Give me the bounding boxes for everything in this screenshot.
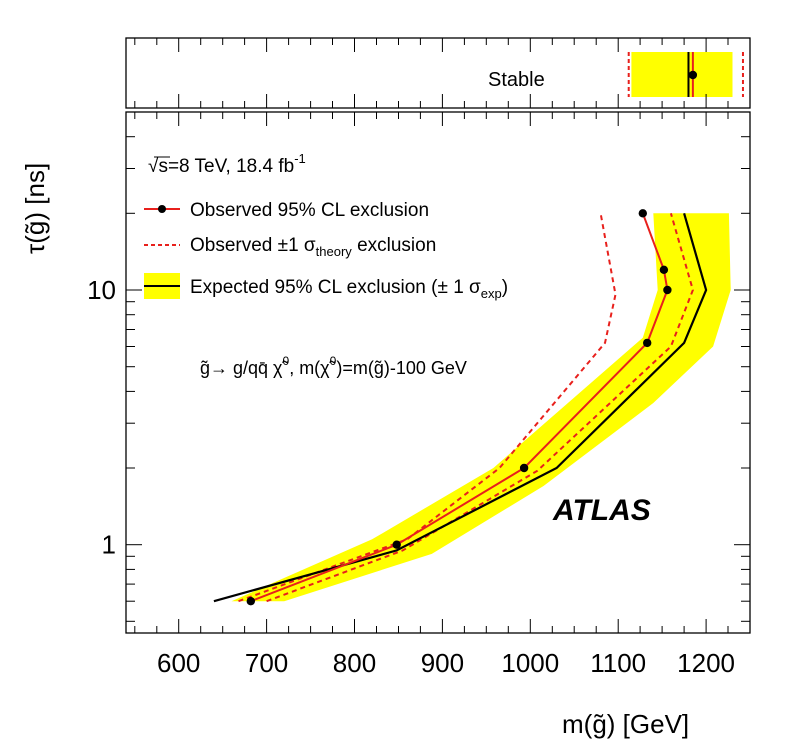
observed-point-2 xyxy=(519,463,529,473)
theory-lower-line xyxy=(266,213,694,603)
stable-observed-point xyxy=(688,70,698,80)
y-tick-label: 10 xyxy=(87,275,116,305)
process-label: g̃→ g/qq̄ χ̃0, m(χ̃0)=m(g̃)-100 GeV xyxy=(200,354,467,378)
expected-band xyxy=(231,213,731,602)
observed-point-0 xyxy=(246,597,255,606)
y-tick-label: 1 xyxy=(102,530,116,560)
stable-label: Stable xyxy=(488,69,545,91)
y-tick-labels: 1 10 xyxy=(87,275,116,560)
x-tick-labels: 600 700 800 900 1000 1100 1200 xyxy=(157,648,735,678)
theory-upper-line xyxy=(238,213,617,603)
stable-panel-frame xyxy=(125,37,751,109)
axis-ticks xyxy=(126,38,751,633)
expected-band-layer xyxy=(231,213,731,602)
curves-layer xyxy=(213,209,708,606)
x-tick-label: 800 xyxy=(333,648,376,678)
legend-observed-marker xyxy=(158,205,166,213)
x-tick-label: 1200 xyxy=(677,648,735,678)
x-tick-label: 700 xyxy=(245,648,288,678)
x-tick-label: 1000 xyxy=(501,648,559,678)
observed-point-1 xyxy=(392,540,401,549)
observed-point-4 xyxy=(663,285,672,295)
x-tick-label: 600 xyxy=(157,648,200,678)
main-panel-frame xyxy=(125,111,751,634)
y-axis-label: τ(g̃) [ns] xyxy=(20,163,50,254)
legend-observed-label: Observed 95% CL exclusion xyxy=(190,200,429,221)
expected-line xyxy=(213,212,708,603)
observed-point-6 xyxy=(638,209,647,218)
observed-point-3 xyxy=(643,338,652,348)
stable-panel-marks xyxy=(627,52,744,97)
observed-point-5 xyxy=(659,265,669,274)
x-tick-label: 900 xyxy=(421,648,464,678)
energy-lumi-label: √s=8 TeV, 18.4 fb-1 xyxy=(148,151,306,177)
legend-theory-label: Observed ±1 σtheory exclusion xyxy=(190,235,436,259)
legend-expected-label: Expected 95% CL exclusion (± 1 σexp) xyxy=(190,277,508,301)
x-axis-label: m(g̃) [GeV] xyxy=(562,709,689,739)
atlas-label: ATLAS xyxy=(552,494,651,527)
stable-band xyxy=(631,52,733,97)
legend: Observed 95% CL exclusion Observed ±1 σt… xyxy=(144,200,508,301)
x-tick-label: 1100 xyxy=(590,648,646,678)
